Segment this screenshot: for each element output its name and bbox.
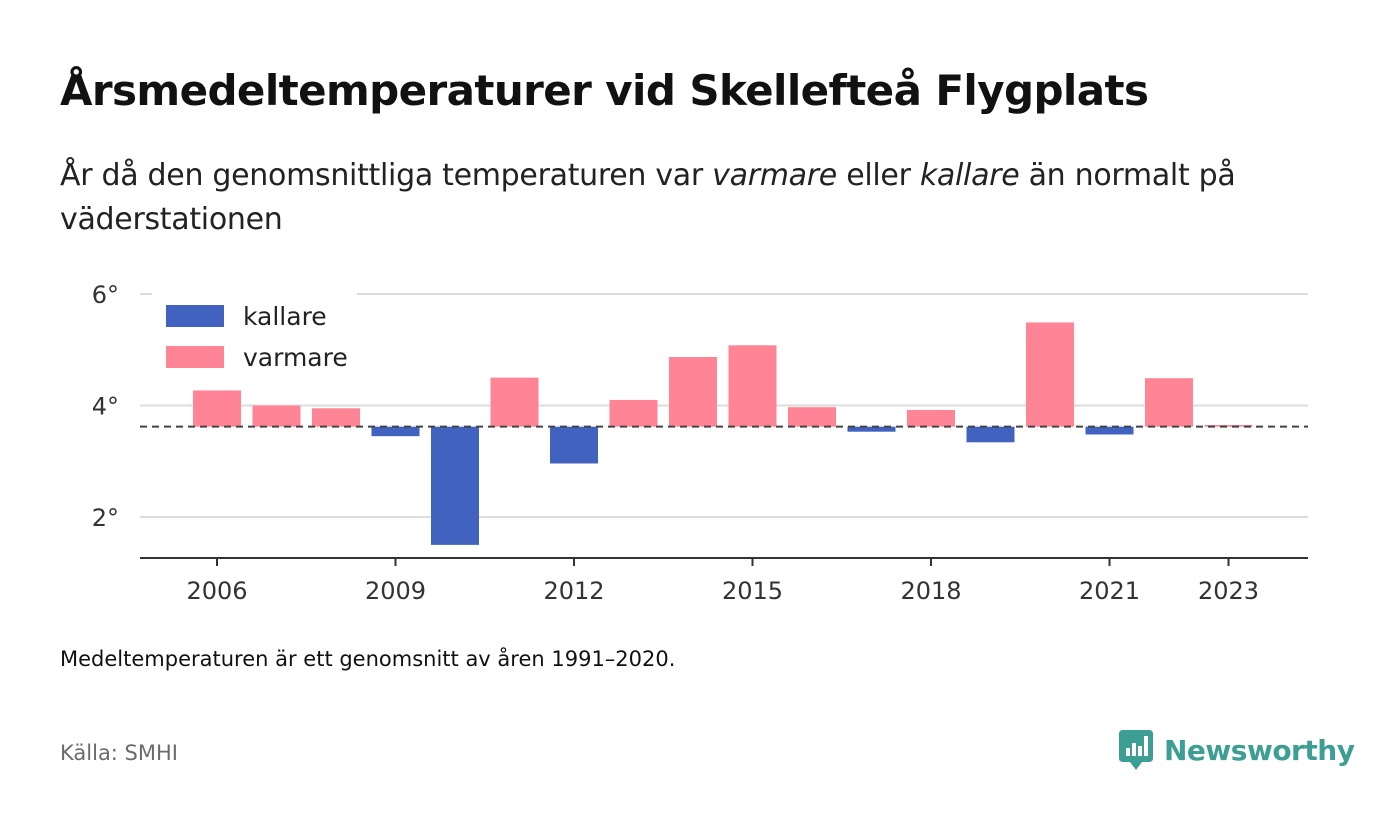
subtitle-cold-word: kallare — [919, 158, 1020, 193]
legend-label-kallare: kallare — [243, 302, 327, 331]
legend-swatch-kallare — [166, 305, 224, 327]
x-axis: 2006 2009 2012 2015 2018 2021 2023 — [140, 557, 1308, 605]
bar-2015 — [728, 345, 777, 427]
x-tick-label: 2015 — [722, 577, 783, 605]
x-tick-label: 2009 — [365, 577, 426, 605]
x-tick-label: 2018 — [900, 577, 961, 605]
bar-2006 — [193, 390, 241, 427]
subtitle-warm-word: varmare — [712, 158, 837, 193]
y-axis-labels: 2° 4° 6° — [92, 281, 119, 532]
y-tick-label: 4° — [92, 393, 119, 421]
y-tick-label: 2° — [92, 504, 119, 532]
bar-2008 — [312, 408, 360, 427]
bar-2017 — [847, 426, 896, 432]
bar-2020 — [1026, 322, 1074, 427]
legend-label-varmare: varmare — [243, 343, 348, 372]
newsworthy-logo[interactable]: Newsworthy — [1118, 728, 1355, 772]
bar-2023 — [1204, 425, 1253, 427]
chart-subtitle: År då den genomsnittliga temperaturen va… — [60, 154, 1340, 242]
brand-name: Newsworthy — [1164, 733, 1355, 767]
bar-2021 — [1085, 426, 1134, 435]
bar-2007 — [252, 405, 301, 427]
x-tick-label: 2023 — [1198, 577, 1259, 605]
x-tick-label: 2006 — [186, 577, 247, 605]
subtitle-text-1: År då den genomsnittliga temperaturen va… — [60, 158, 713, 193]
bar-2022 — [1145, 378, 1193, 427]
bar-2019 — [966, 426, 1015, 443]
bar-2012 — [550, 426, 598, 464]
bar-2013 — [609, 399, 658, 427]
bar-2011 — [490, 377, 539, 427]
newsworthy-logo-icon — [1119, 730, 1153, 770]
bars — [193, 322, 1253, 545]
legend: kallare varmare — [152, 290, 357, 384]
x-tick-label: 2021 — [1079, 577, 1140, 605]
bar-2010 — [431, 426, 479, 545]
chart-title: Årsmedeltemperaturer vid Skellefteå Flyg… — [60, 66, 1149, 115]
temperature-bar-chart: 2006 2009 2012 2015 2018 2021 2023 2° 4° 6° kall… — [92, 281, 1308, 605]
x-tick-label: 2012 — [543, 577, 604, 605]
bar-2014 — [669, 356, 717, 427]
bar-2009 — [371, 426, 420, 437]
footnote: Medeltemperaturen är ett genomsnitt av å… — [60, 647, 676, 671]
source-label: Källa: SMHI — [60, 741, 178, 765]
subtitle-text-2: eller — [836, 158, 920, 193]
y-tick-label: 6° — [92, 281, 119, 309]
subtitle-text-3: än normalt på väderstationen — [60, 158, 1236, 237]
bar-2018 — [907, 409, 955, 427]
legend-swatch-varmare — [166, 346, 224, 368]
bar-2016 — [788, 407, 836, 427]
